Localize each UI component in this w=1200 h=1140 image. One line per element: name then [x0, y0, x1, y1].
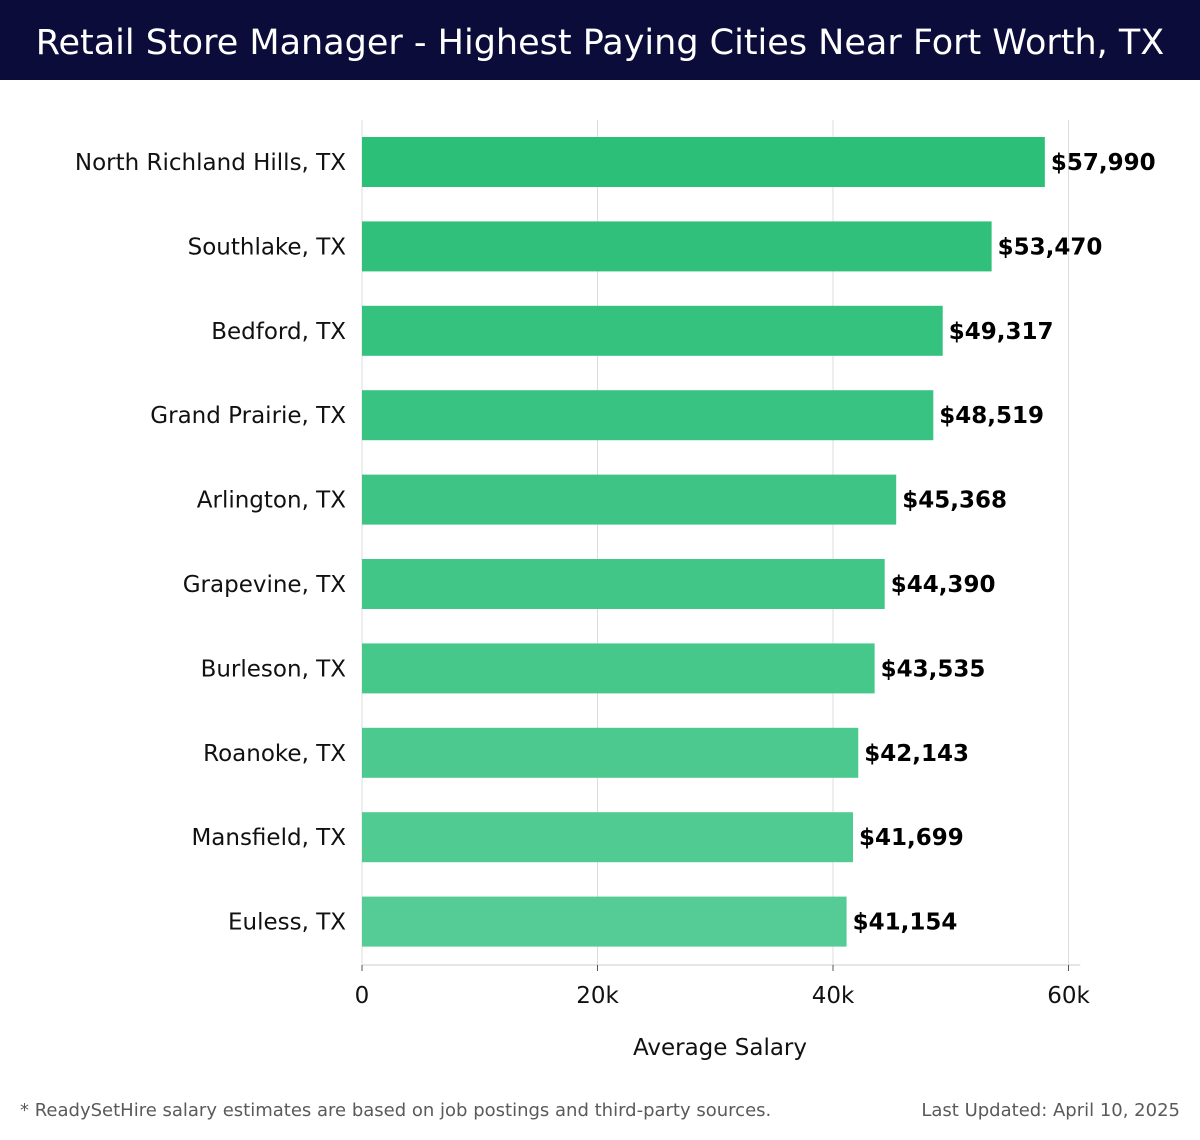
category-label: Grapevine, TX: [183, 572, 347, 598]
category-label: Bedford, TX: [211, 319, 346, 345]
value-label: $53,470: [998, 234, 1103, 260]
category-label: Roanoke, TX: [203, 741, 346, 767]
bars: [362, 137, 1045, 947]
value-label: $43,535: [881, 656, 986, 682]
bar: [362, 896, 847, 947]
value-label: $44,390: [891, 572, 996, 598]
bar: [362, 305, 943, 356]
footer-note: * ReadySetHire salary estimates are base…: [20, 1100, 772, 1121]
bar: [362, 137, 1045, 187]
category-label: Euless, TX: [228, 910, 346, 936]
value-label: $41,699: [859, 825, 964, 851]
x-tick-label: 20k: [576, 983, 619, 1009]
bar: [362, 727, 859, 778]
last-updated: Last Updated: April 10, 2025: [921, 1100, 1180, 1121]
salary-bar-chart: North Richland Hills, TX Southlake, TX Bed…: [75, 120, 1156, 1061]
category-label: Mansfield, TX: [191, 825, 346, 851]
bar: [362, 812, 854, 863]
x-axis: 0 20k 40k 60k: [355, 964, 1090, 1009]
bar: [362, 643, 875, 694]
category-label: Grand Prairie, TX: [150, 403, 346, 429]
value-labels: $57,990 $53,470 $49,317 $48,519 $45,368 $44,3…: [853, 150, 1156, 936]
value-label: $42,143: [864, 741, 969, 767]
x-tick-label: 60k: [1047, 983, 1090, 1009]
category-label: Southlake, TX: [188, 234, 347, 260]
bar: [362, 221, 992, 272]
x-axis-title: Average Salary: [633, 1035, 807, 1061]
bar: [362, 390, 934, 441]
category-label: North Richland Hills, TX: [75, 150, 346, 176]
value-label: $57,990: [1051, 150, 1156, 176]
x-tick-label: 40k: [812, 983, 855, 1009]
category-label: Burleson, TX: [201, 656, 347, 682]
category-label: Arlington, TX: [197, 488, 346, 514]
bar: [362, 559, 885, 609]
x-tick-label: 0: [355, 983, 370, 1009]
page-title: Retail Store Manager - Highest Paying Ci…: [35, 23, 1165, 63]
title-bar: [0, 0, 1200, 80]
value-label: $45,368: [902, 488, 1007, 514]
value-label: $48,519: [939, 403, 1044, 429]
category-labels: North Richland Hills, TX Southlake, TX Bed…: [75, 150, 346, 936]
value-label: $49,317: [949, 319, 1054, 345]
value-label: $41,154: [853, 910, 958, 936]
bar: [362, 474, 897, 525]
